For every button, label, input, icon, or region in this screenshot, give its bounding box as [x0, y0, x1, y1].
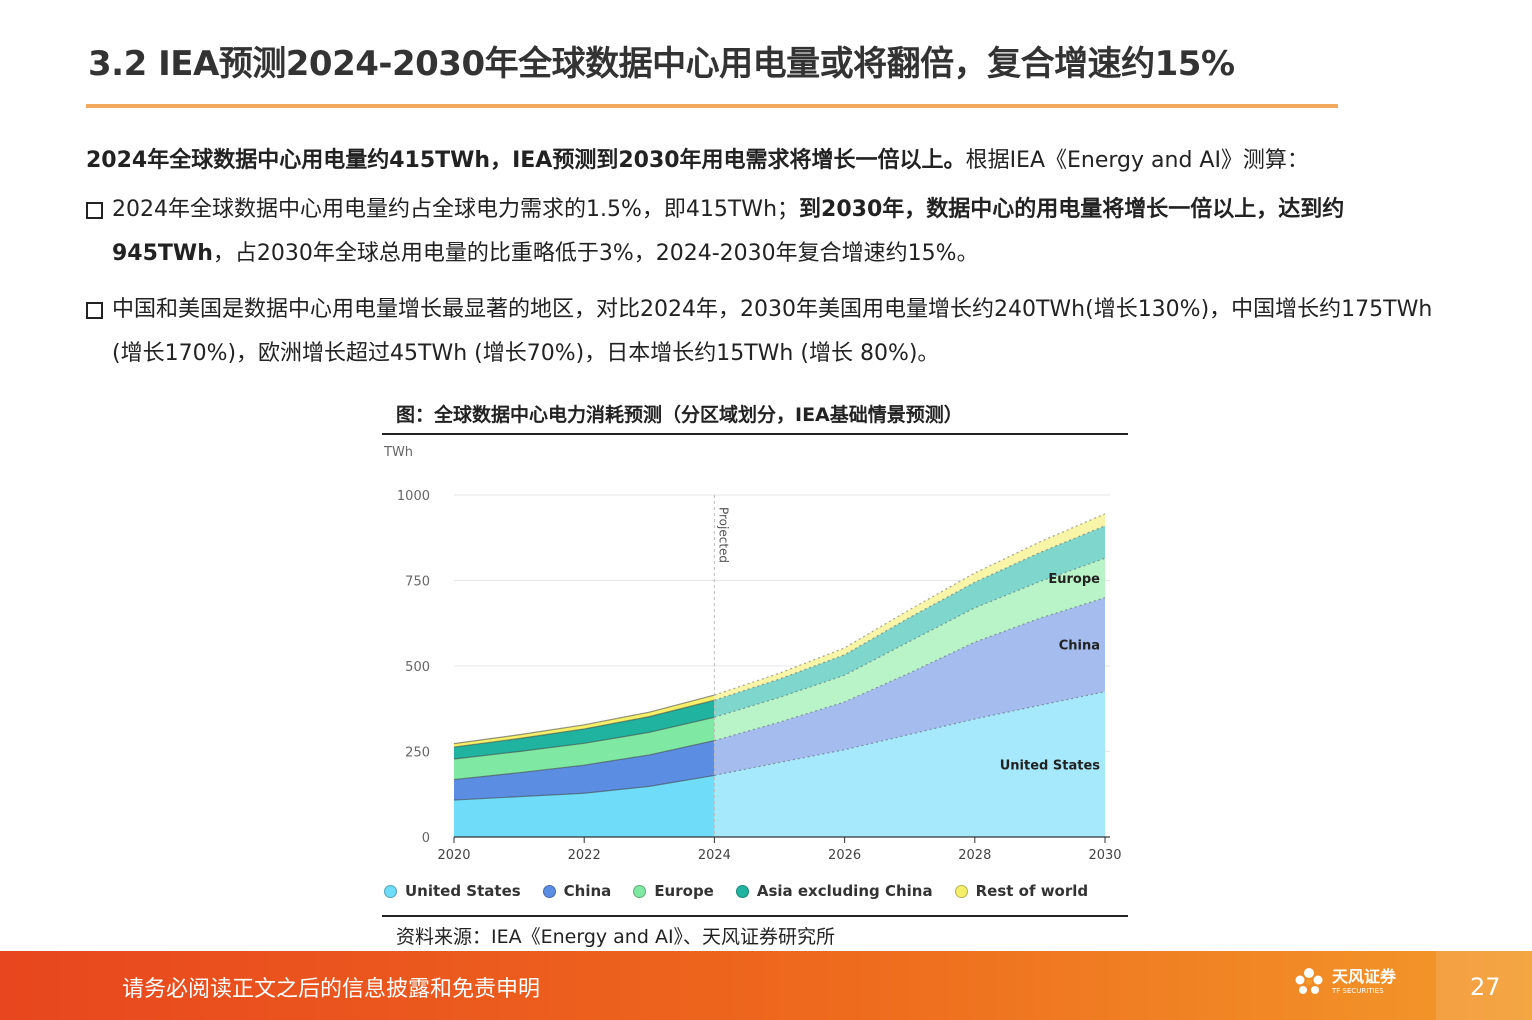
legend-swatch-icon	[384, 884, 397, 898]
stacked-area-chart: TWh 0 250 500 750 1000 Projected 2020 2022 2024 20…	[383, 445, 1122, 863]
brand-logo: 天风证券 TF SECURITIES	[1292, 965, 1396, 999]
area-rest-of-world-historical	[454, 695, 715, 748]
page-number: 27	[1470, 973, 1501, 1001]
legend-item: Europe	[633, 882, 714, 900]
x-tick-label: 2024	[698, 848, 731, 863]
bullet-item: 中国和美国是数据中心用电量增长最显著的地区，对比2024年，2030年美国用电量…	[86, 288, 1466, 376]
legend-item: China	[542, 882, 612, 900]
area-united-states-projected	[714, 691, 1105, 837]
projected-label: Projected	[716, 507, 730, 563]
y-tick-label: 750	[405, 575, 430, 590]
legend-label: Europe	[654, 882, 714, 900]
square-bullet-icon	[86, 302, 103, 319]
page-title: 3.2 IEA预测2024-2030年全球数据中心用电量或将翻倍，复合增速约15…	[88, 44, 1235, 84]
footer-disclaimer: 请务必阅读正文之后的信息披露和免责申明	[122, 977, 541, 1002]
bullet-text: 中国和美国是数据中心用电量增长最显著的地区，对比2024年，2030年美国用电量…	[112, 297, 1433, 366]
series-boundary-line	[714, 691, 1106, 777]
legend-swatch-icon	[954, 884, 968, 898]
legend-item: Rest of world	[954, 882, 1089, 900]
y-tick-label: 250	[405, 746, 430, 761]
square-bullet-icon	[86, 202, 103, 219]
legend-item: Asia excluding China	[735, 882, 933, 900]
bullet-text: ，占2030年全球总用电量的比重略低于3%，2024-2030年复合增速约15%…	[212, 241, 979, 266]
legend-swatch-icon	[735, 884, 749, 898]
series-boundary-line	[714, 513, 1106, 696]
area-label-united-states: United States	[1000, 758, 1101, 773]
series-boundary-line	[453, 694, 715, 745]
x-tick-label: 2028	[958, 848, 991, 863]
area-europe-projected	[714, 558, 1105, 741]
y-tick-label: 1000	[397, 489, 430, 504]
figure-source: 资料来源：IEA《Energy and AI》、天风证券研究所	[396, 926, 836, 948]
figure-bottom-rule	[382, 915, 1128, 917]
flower-logo-icon	[1295, 968, 1323, 994]
series-boundary-line	[453, 739, 715, 781]
figure-top-rule	[382, 433, 1128, 435]
logo-chinese-name: 天风证券	[1332, 967, 1397, 986]
lead-bold-text: 2024年全球数据中心用电量约415TWh，IEA预测到2030年用电需求将增长…	[86, 148, 966, 173]
logo-english-name: TF SECURITIES	[1332, 987, 1384, 995]
area-asia-excluding-china-historical	[454, 700, 715, 760]
series-boundary-line	[714, 557, 1106, 718]
figure-title: 图：全球数据中心电力消耗预测（分区域划分，IEA基础情景预测）	[396, 404, 963, 426]
area-label-china: China	[1059, 639, 1100, 654]
area-united-states-historical	[454, 775, 715, 837]
lead-paragraph: 2024年全球数据中心用电量约415TWh，IEA预测到2030年用电需求将增长…	[86, 142, 1309, 174]
y-tick-label: 0	[422, 831, 430, 846]
series-boundary-line	[453, 774, 715, 801]
y-axis-unit: TWh	[383, 445, 413, 460]
x-tick-label: 2030	[1088, 848, 1121, 863]
y-tick-label: 500	[405, 660, 430, 675]
bullet-item: 2024年全球数据中心用电量约占全球电力需求的1.5%，即415TWh；到203…	[86, 188, 1466, 276]
area-asia-excluding-china-projected	[714, 525, 1105, 718]
area-china-projected	[714, 597, 1105, 776]
area-label-europe: Europe	[1048, 572, 1100, 587]
legend-label: United States	[405, 882, 521, 900]
legend-label: China	[563, 882, 612, 900]
page-number-box	[1436, 951, 1532, 1020]
legend-swatch-icon	[633, 884, 647, 898]
footer-bar: 请务必阅读正文之后的信息披露和免责申明 天风证券 TF SECURITIES 2…	[0, 951, 1532, 1020]
area-rest-of-world-projected	[714, 513, 1105, 701]
legend-item: United States	[384, 882, 521, 900]
series-boundary-line	[453, 716, 715, 760]
chart-legend: United States China Europe Asia excluding C…	[384, 882, 1088, 900]
legend-swatch-icon	[542, 884, 556, 898]
x-tick-label: 2022	[568, 848, 601, 863]
series-boundary-line	[453, 699, 715, 748]
x-tick-label: 2020	[437, 848, 470, 863]
bullet-text: 2024年全球数据中心用电量约占全球电力需求的1.5%，即415TWh；	[112, 197, 800, 222]
legend-label: Rest of world	[975, 882, 1089, 900]
title-underline	[86, 104, 1338, 108]
lead-normal-text: 根据IEA《Energy and AI》测算：	[965, 148, 1309, 173]
bullet-bold-text: 到2030年，数据中心的用电量将增长一倍以上，达到约945TWh	[112, 197, 1345, 266]
x-tick-label: 2026	[828, 848, 861, 863]
legend-label: Asia excluding China	[756, 882, 933, 900]
